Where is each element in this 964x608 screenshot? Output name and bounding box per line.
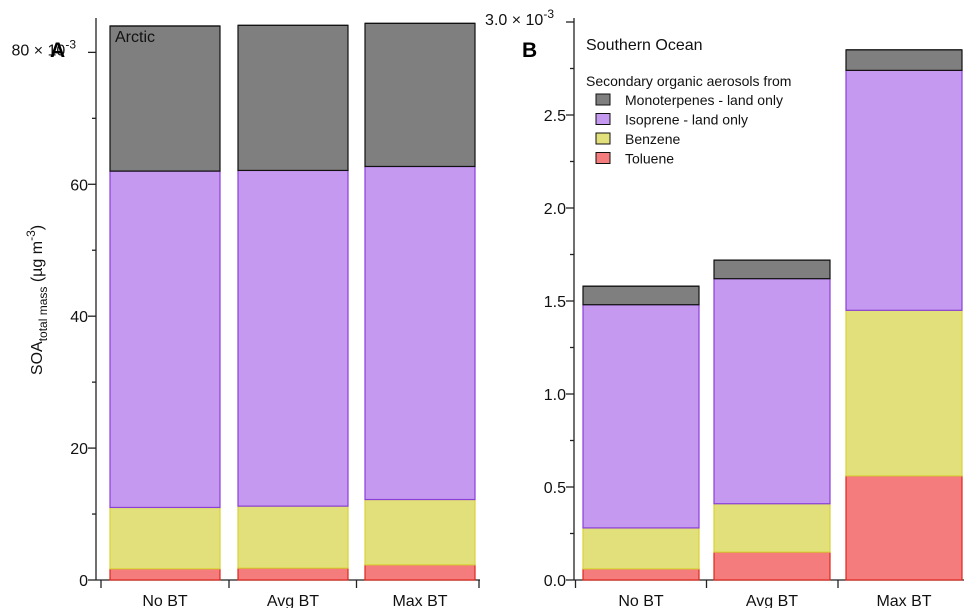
- bar-segment-toluene: [109, 568, 221, 581]
- bar-segment-monoterpenes: [364, 22, 476, 168]
- bar-segment-benzene: [109, 506, 221, 570]
- y-tick-label: 0.0: [544, 573, 566, 590]
- legend-swatch-isoprene: [595, 113, 611, 125]
- bar-segment-benzene: [713, 503, 831, 553]
- bar-segment-benzene: [582, 527, 700, 570]
- bar-segment-monoterpenes: [845, 49, 963, 71]
- bar-segment-benzene: [237, 505, 349, 569]
- bar-segment-isoprene: [582, 304, 700, 529]
- bar-segment-isoprene: [364, 165, 476, 501]
- legend-swatch-monoterpenes: [595, 93, 611, 106]
- legend-label-toluene: Toluene: [625, 151, 674, 167]
- bar-segment-benzene: [845, 309, 963, 477]
- x-category-label: Avg BT: [746, 593, 798, 608]
- legend-label-isoprene: Isoprene - land only: [625, 112, 748, 128]
- y-tick-label: 1.0: [544, 387, 566, 404]
- legend-label-monoterpenes: Monoterpenes - land only: [625, 92, 783, 108]
- legend-title: Secondary organic aerosols from: [586, 73, 791, 89]
- legend-swatch-benzene: [595, 132, 611, 145]
- legend-label-benzene: Benzene: [625, 131, 680, 147]
- panel-title: Southern Ocean: [586, 37, 703, 54]
- bar-segment-toluene: [582, 568, 700, 581]
- y-tick-label: 40: [70, 309, 88, 326]
- x-category-label: Max BT: [876, 593, 931, 608]
- bar-segment-isoprene: [713, 278, 831, 505]
- y-tick-label: 2.0: [544, 201, 566, 218]
- panel-title: Arctic: [115, 29, 155, 46]
- x-category-label: No BT: [142, 593, 188, 608]
- bar-segment-isoprene: [237, 169, 349, 507]
- x-category-label: Max BT: [392, 593, 447, 608]
- bar-segment-isoprene: [845, 69, 963, 311]
- legend: Secondary organic aerosols from Monoterpe…: [586, 73, 791, 167]
- panel-a-arctic: 0 20 40 60 80 × 10-3 No BT Avg BT Max BT A Arctic…: [12, 18, 480, 608]
- panel-letter: B: [522, 39, 537, 62]
- y-tick-label: 20: [70, 441, 88, 458]
- bar-segment-toluene: [364, 564, 476, 581]
- x-category-label: No BT: [618, 593, 664, 608]
- bar-segment-monoterpenes: [582, 285, 700, 306]
- legend-swatch-toluene: [595, 152, 611, 164]
- bar-segment-isoprene: [109, 170, 221, 509]
- y-exponent: -3: [65, 37, 76, 51]
- panel-letter: A: [50, 39, 65, 62]
- y-tick-label: 0.5: [544, 480, 566, 497]
- x-category-label: Avg BT: [267, 593, 319, 608]
- bar-segment-monoterpenes: [109, 25, 221, 172]
- y-tick-label: 60: [70, 177, 88, 194]
- y-tick-label: 3.0 × 10-3: [485, 7, 554, 29]
- panel-b-southern-ocean: 0.0 0.5 1.0 1.5 2.0 2.5 3.0 × 10-3 No BT Avg BT M…: [485, 7, 964, 608]
- y-tick-label: 0: [79, 573, 88, 590]
- y-tick-label: 80 × 10-3: [12, 37, 77, 59]
- y-tick-label: 1.5: [544, 294, 566, 311]
- bar-segment-monoterpenes: [237, 24, 349, 172]
- bar-segment-toluene: [845, 475, 963, 581]
- y-exponent: -3: [543, 7, 554, 21]
- y-axis-label: SOAtotal mass (µg m-3): [24, 225, 50, 375]
- bar-segment-benzene: [364, 498, 476, 566]
- bar-segment-monoterpenes: [713, 259, 831, 280]
- bar-segment-toluene: [713, 551, 831, 581]
- y-tick-label: 2.5: [544, 108, 566, 125]
- bar-segment-toluene: [237, 567, 349, 581]
